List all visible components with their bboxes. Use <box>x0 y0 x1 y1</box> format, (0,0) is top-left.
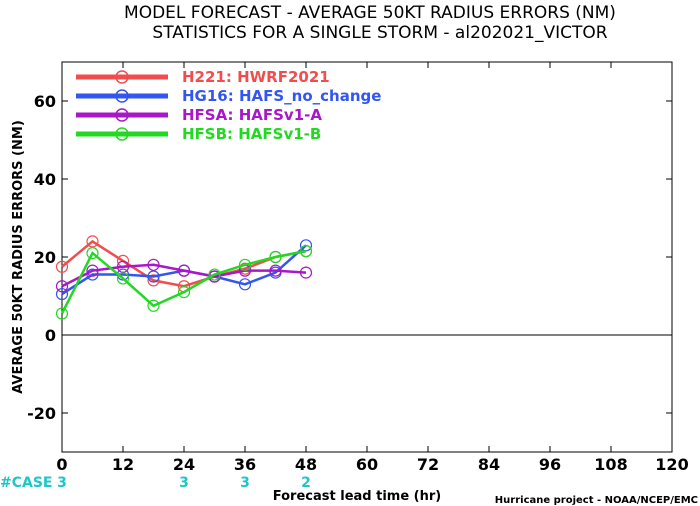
x-tick-label: 0 <box>56 455 67 474</box>
legend-label: HFSB: HAFSv1-B <box>182 125 321 143</box>
x-tick-label: 48 <box>295 455 317 474</box>
legend-marker <box>115 127 129 141</box>
series-point <box>147 270 160 283</box>
series-point <box>55 307 69 320</box>
series-point <box>208 268 221 281</box>
series-line-0 <box>61 239 307 288</box>
series-point <box>299 239 313 252</box>
series-point <box>299 266 313 279</box>
series-point <box>55 260 69 273</box>
x-tick-label: 24 <box>173 455 195 474</box>
series-point <box>147 258 160 271</box>
series-point <box>86 235 99 248</box>
x-axis-ticks: 0 12 24 36 48 60 72 84 96 108 120 <box>56 62 689 474</box>
legend-label: HFSA: HAFSv1-A <box>182 106 322 124</box>
series-point <box>116 272 130 285</box>
series-point <box>238 258 252 271</box>
x-axis-label: Forecast lead time (hr) <box>273 489 441 504</box>
series-point <box>269 250 282 264</box>
y-tick-label: 40 <box>34 170 56 189</box>
legend-marker <box>115 108 129 122</box>
x-tick-label: 120 <box>655 455 688 474</box>
series-point <box>299 245 313 258</box>
series-line-2 <box>61 263 307 288</box>
y-tick-label: 60 <box>34 92 56 111</box>
series-point <box>147 274 160 287</box>
series-point <box>269 264 282 277</box>
y-axis-ticks: -20 0 20 40 60 <box>27 92 672 423</box>
case-count: 3 <box>240 475 250 491</box>
credit-text: Hurricane project - NOAA/NCEP/EMC <box>495 495 698 506</box>
legend-marker <box>115 89 129 103</box>
legend-marker <box>115 70 129 84</box>
case-count: 2 <box>301 475 311 491</box>
x-tick-label: 84 <box>478 455 500 474</box>
y-tick-label: 0 <box>45 326 56 345</box>
x-tick-label: 12 <box>112 455 134 474</box>
case-count: 3 <box>57 475 67 491</box>
series-point <box>238 278 252 291</box>
chart-title-line2: STATISTICS FOR A SINGLE STORM - al202021… <box>152 23 607 43</box>
case-count: 3 <box>179 475 189 491</box>
x-tick-label: 96 <box>539 455 561 474</box>
case-counts: 3 3 3 2 <box>57 475 311 491</box>
x-tick-label: 60 <box>356 455 378 474</box>
plot-area <box>61 61 673 453</box>
series-point <box>147 299 160 312</box>
x-tick-label: 72 <box>417 455 439 474</box>
series-point <box>86 264 99 277</box>
series-point <box>116 260 130 273</box>
x-tick-label: 36 <box>234 455 256 474</box>
series-point <box>177 286 191 299</box>
series-point <box>86 247 99 260</box>
series-point <box>55 287 69 301</box>
series-point <box>55 280 69 293</box>
y-tick-label: 20 <box>34 248 56 267</box>
chart-title-line1: MODEL FORECAST - AVERAGE 50KT RADIUS ERR… <box>124 3 616 23</box>
series-layer <box>55 235 313 320</box>
y-axis-label: AVERAGE 50KT RADIUS ERRORS (NM) <box>11 120 26 394</box>
series-point <box>177 264 191 277</box>
legend-label: HG16: HAFS_no_change <box>182 87 381 105</box>
y-tick-label: -20 <box>27 404 56 423</box>
series-line-3 <box>60 249 307 315</box>
legend-label: H221: HWRF2021 <box>182 68 330 86</box>
case-label: #CASE <box>0 475 53 491</box>
x-tick-label: 108 <box>594 455 627 474</box>
